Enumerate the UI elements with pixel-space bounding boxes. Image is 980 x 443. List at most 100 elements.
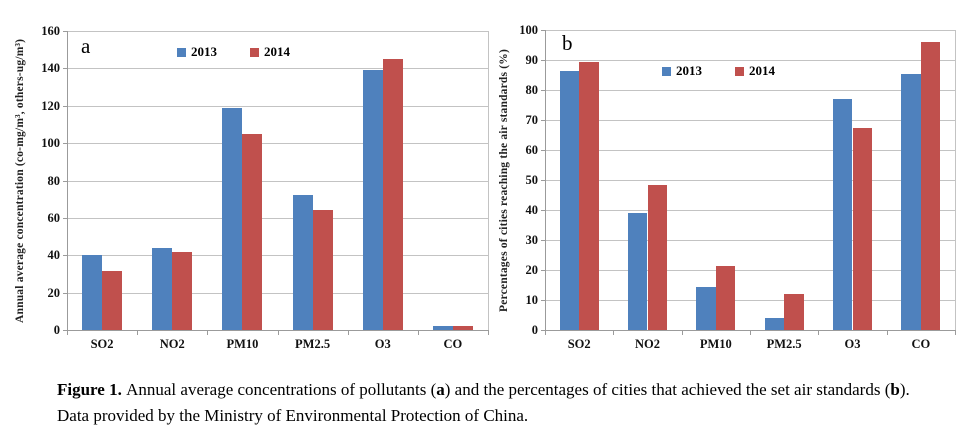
y-tick-label: 50 — [525, 173, 539, 187]
bar-2014-NO2 — [172, 251, 193, 330]
gridline — [545, 210, 955, 211]
gridline — [545, 270, 955, 271]
bar-2014-O3 — [852, 127, 873, 330]
gridline — [545, 30, 955, 31]
category-label-CO: CO — [443, 337, 463, 351]
y-tick-mark — [63, 31, 67, 32]
y-tick-mark — [541, 240, 545, 241]
gridline — [545, 60, 955, 61]
gridline — [67, 143, 488, 145]
y-tick-mark — [63, 330, 67, 331]
bar-2013-SO2 — [82, 255, 103, 330]
bar-2013-NO2 — [627, 213, 648, 330]
gridline — [67, 31, 488, 32]
bar-2014-CO — [452, 326, 473, 330]
x-axis-line — [67, 330, 489, 331]
legend-item-2013: 2013 — [177, 44, 217, 60]
y-axis-line — [545, 30, 546, 331]
caption-segment: Figure 1. — [57, 380, 127, 399]
gridline — [67, 180, 488, 182]
category-label-PM10: PM10 — [226, 337, 259, 351]
caption-segment: ). Data provided by the Ministry of Envi… — [57, 380, 910, 425]
y-tick-mark — [63, 180, 67, 182]
y-tick-mark — [63, 105, 67, 107]
y-tick-label: 140 — [41, 61, 60, 76]
y-tick-mark — [541, 330, 545, 331]
y-tick-mark — [63, 255, 67, 257]
x-tick-mark — [207, 331, 209, 335]
y-tick-label: 40 — [47, 248, 61, 263]
gridline — [545, 300, 955, 301]
legend-label-2014: 2014 — [749, 63, 775, 78]
category-label-PM2.5: PM2.5 — [295, 337, 331, 351]
category-label-NO2: NO2 — [159, 337, 185, 351]
legend-label-2013: 2013 — [191, 44, 217, 59]
plot-border-right — [955, 30, 956, 330]
gridline — [67, 217, 488, 219]
category-label-O3: O3 — [374, 337, 391, 351]
y-tick-label: 0 — [53, 323, 60, 337]
caption-segment: a — [436, 380, 445, 399]
y-tick-mark — [541, 300, 545, 301]
x-tick-mark — [681, 331, 683, 335]
legend-item-2013: 2013 — [662, 63, 702, 79]
y-tick-label: 0 — [531, 323, 538, 337]
category-label-CO: CO — [911, 337, 931, 351]
chart-b: Percentages of cities reaching the air s… — [490, 0, 980, 370]
y-tick-label: 60 — [525, 143, 539, 157]
x-tick-mark — [277, 331, 279, 335]
gridline — [67, 292, 488, 294]
legend-swatch-2013 — [177, 47, 186, 57]
bar-2013-PM10 — [222, 107, 243, 330]
y-axis-title-a: Annual average concentration (co-mg/m³, … — [14, 38, 26, 323]
y-tick-label: 100 — [519, 23, 538, 37]
bar-2013-NO2 — [152, 247, 173, 330]
legend-b: 2013 2014 — [662, 63, 775, 79]
y-tick-mark — [541, 210, 545, 211]
y-tick-mark — [541, 60, 545, 61]
bar-2013-CO — [901, 73, 921, 330]
x-tick-mark — [613, 331, 615, 335]
bar-2014-PM10 — [242, 133, 263, 330]
legend-swatch-2014 — [250, 47, 259, 57]
y-tick-label: 160 — [41, 24, 60, 38]
y-tick-label: 60 — [47, 210, 61, 225]
panel-letter-b: b — [562, 31, 573, 55]
y-tick-label: 20 — [47, 285, 61, 300]
chart-a: Annual average concentration (co-mg/m³, … — [0, 0, 490, 370]
category-label-O3: O3 — [844, 337, 861, 351]
y-tick-label: 80 — [47, 173, 61, 188]
y-tick-label: 120 — [41, 98, 60, 113]
plot-border-right — [488, 31, 489, 330]
legend-swatch-2014 — [735, 66, 744, 76]
figure-caption: Figure 1. Annual average concentrations … — [57, 377, 945, 428]
legend-item-2014: 2014 — [735, 63, 775, 79]
legend-label-2013: 2013 — [676, 63, 702, 78]
legend-label-2014: 2014 — [264, 44, 290, 59]
y-tick-mark — [541, 270, 545, 271]
y-tick-mark — [63, 217, 67, 219]
x-axis-line — [545, 330, 956, 331]
bar-2013-PM2.5 — [764, 318, 785, 330]
gridline — [67, 105, 488, 107]
y-tick-label: 80 — [525, 83, 539, 97]
gridline — [545, 90, 955, 91]
category-label-SO2: SO2 — [90, 337, 114, 351]
category-label-PM2.5: PM2.5 — [766, 337, 802, 351]
gridline — [67, 68, 488, 70]
y-tick-mark — [541, 90, 545, 91]
bar-2014-PM10 — [715, 265, 736, 330]
x-tick-mark — [67, 331, 68, 335]
y-tick-mark — [541, 180, 545, 181]
x-tick-mark — [545, 331, 546, 335]
y-tick-label: 20 — [525, 263, 539, 277]
y-tick-mark — [541, 120, 545, 121]
bar-2014-NO2 — [647, 184, 668, 330]
y-tick-mark — [63, 292, 67, 294]
x-tick-mark — [955, 331, 956, 335]
y-tick-label: 30 — [525, 233, 539, 247]
gridline — [545, 120, 955, 121]
caption-segment: b — [890, 380, 900, 399]
legend-a: 2013 2014 — [177, 44, 290, 60]
